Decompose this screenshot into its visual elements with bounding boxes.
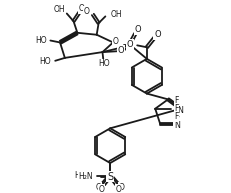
Text: N: N <box>174 121 180 130</box>
Text: F: F <box>174 112 179 121</box>
Text: O: O <box>127 40 133 49</box>
Text: O: O <box>113 37 119 46</box>
Text: O: O <box>99 185 104 193</box>
Text: HO: HO <box>99 59 110 68</box>
Text: HO: HO <box>40 57 51 66</box>
Text: OH: OH <box>110 10 122 19</box>
Text: O: O <box>116 185 122 193</box>
Text: F: F <box>174 96 179 106</box>
Text: O: O <box>118 46 124 55</box>
Text: N: N <box>177 106 183 115</box>
Text: O: O <box>154 30 161 39</box>
Text: HO: HO <box>35 36 46 45</box>
Text: OH: OH <box>53 5 65 14</box>
Text: O: O <box>96 183 102 192</box>
Text: F: F <box>174 104 179 113</box>
Text: H₂N: H₂N <box>78 172 93 181</box>
Text: S: S <box>107 172 113 182</box>
Text: O: O <box>135 25 141 34</box>
Text: H₂N: H₂N <box>74 171 89 180</box>
Text: O: O <box>84 7 90 16</box>
Text: O: O <box>119 183 125 192</box>
Text: O: O <box>78 4 84 13</box>
